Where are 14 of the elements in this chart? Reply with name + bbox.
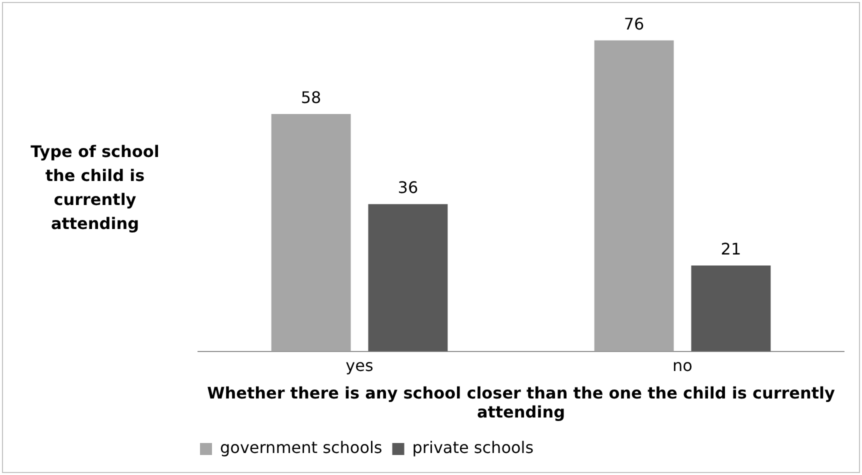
y-axis-title: Type of school the child is currently attending [30, 141, 160, 235]
data-label: 76 [624, 14, 644, 34]
data-label: 21 [720, 240, 742, 259]
legend-label: private schools [412, 438, 534, 458]
bar [691, 265, 771, 352]
bar [594, 40, 674, 352]
x-axis-title: Whether there is any school closer than the one the child is currently attending [207, 383, 836, 422]
data-label: 58 [300, 88, 322, 108]
bar [368, 204, 448, 352]
legend-label: government schools [220, 438, 382, 458]
x-tick-label: no [672, 356, 692, 376]
x-tick-label: yes [346, 356, 374, 376]
bar [271, 114, 351, 352]
data-label: 36 [398, 178, 418, 198]
